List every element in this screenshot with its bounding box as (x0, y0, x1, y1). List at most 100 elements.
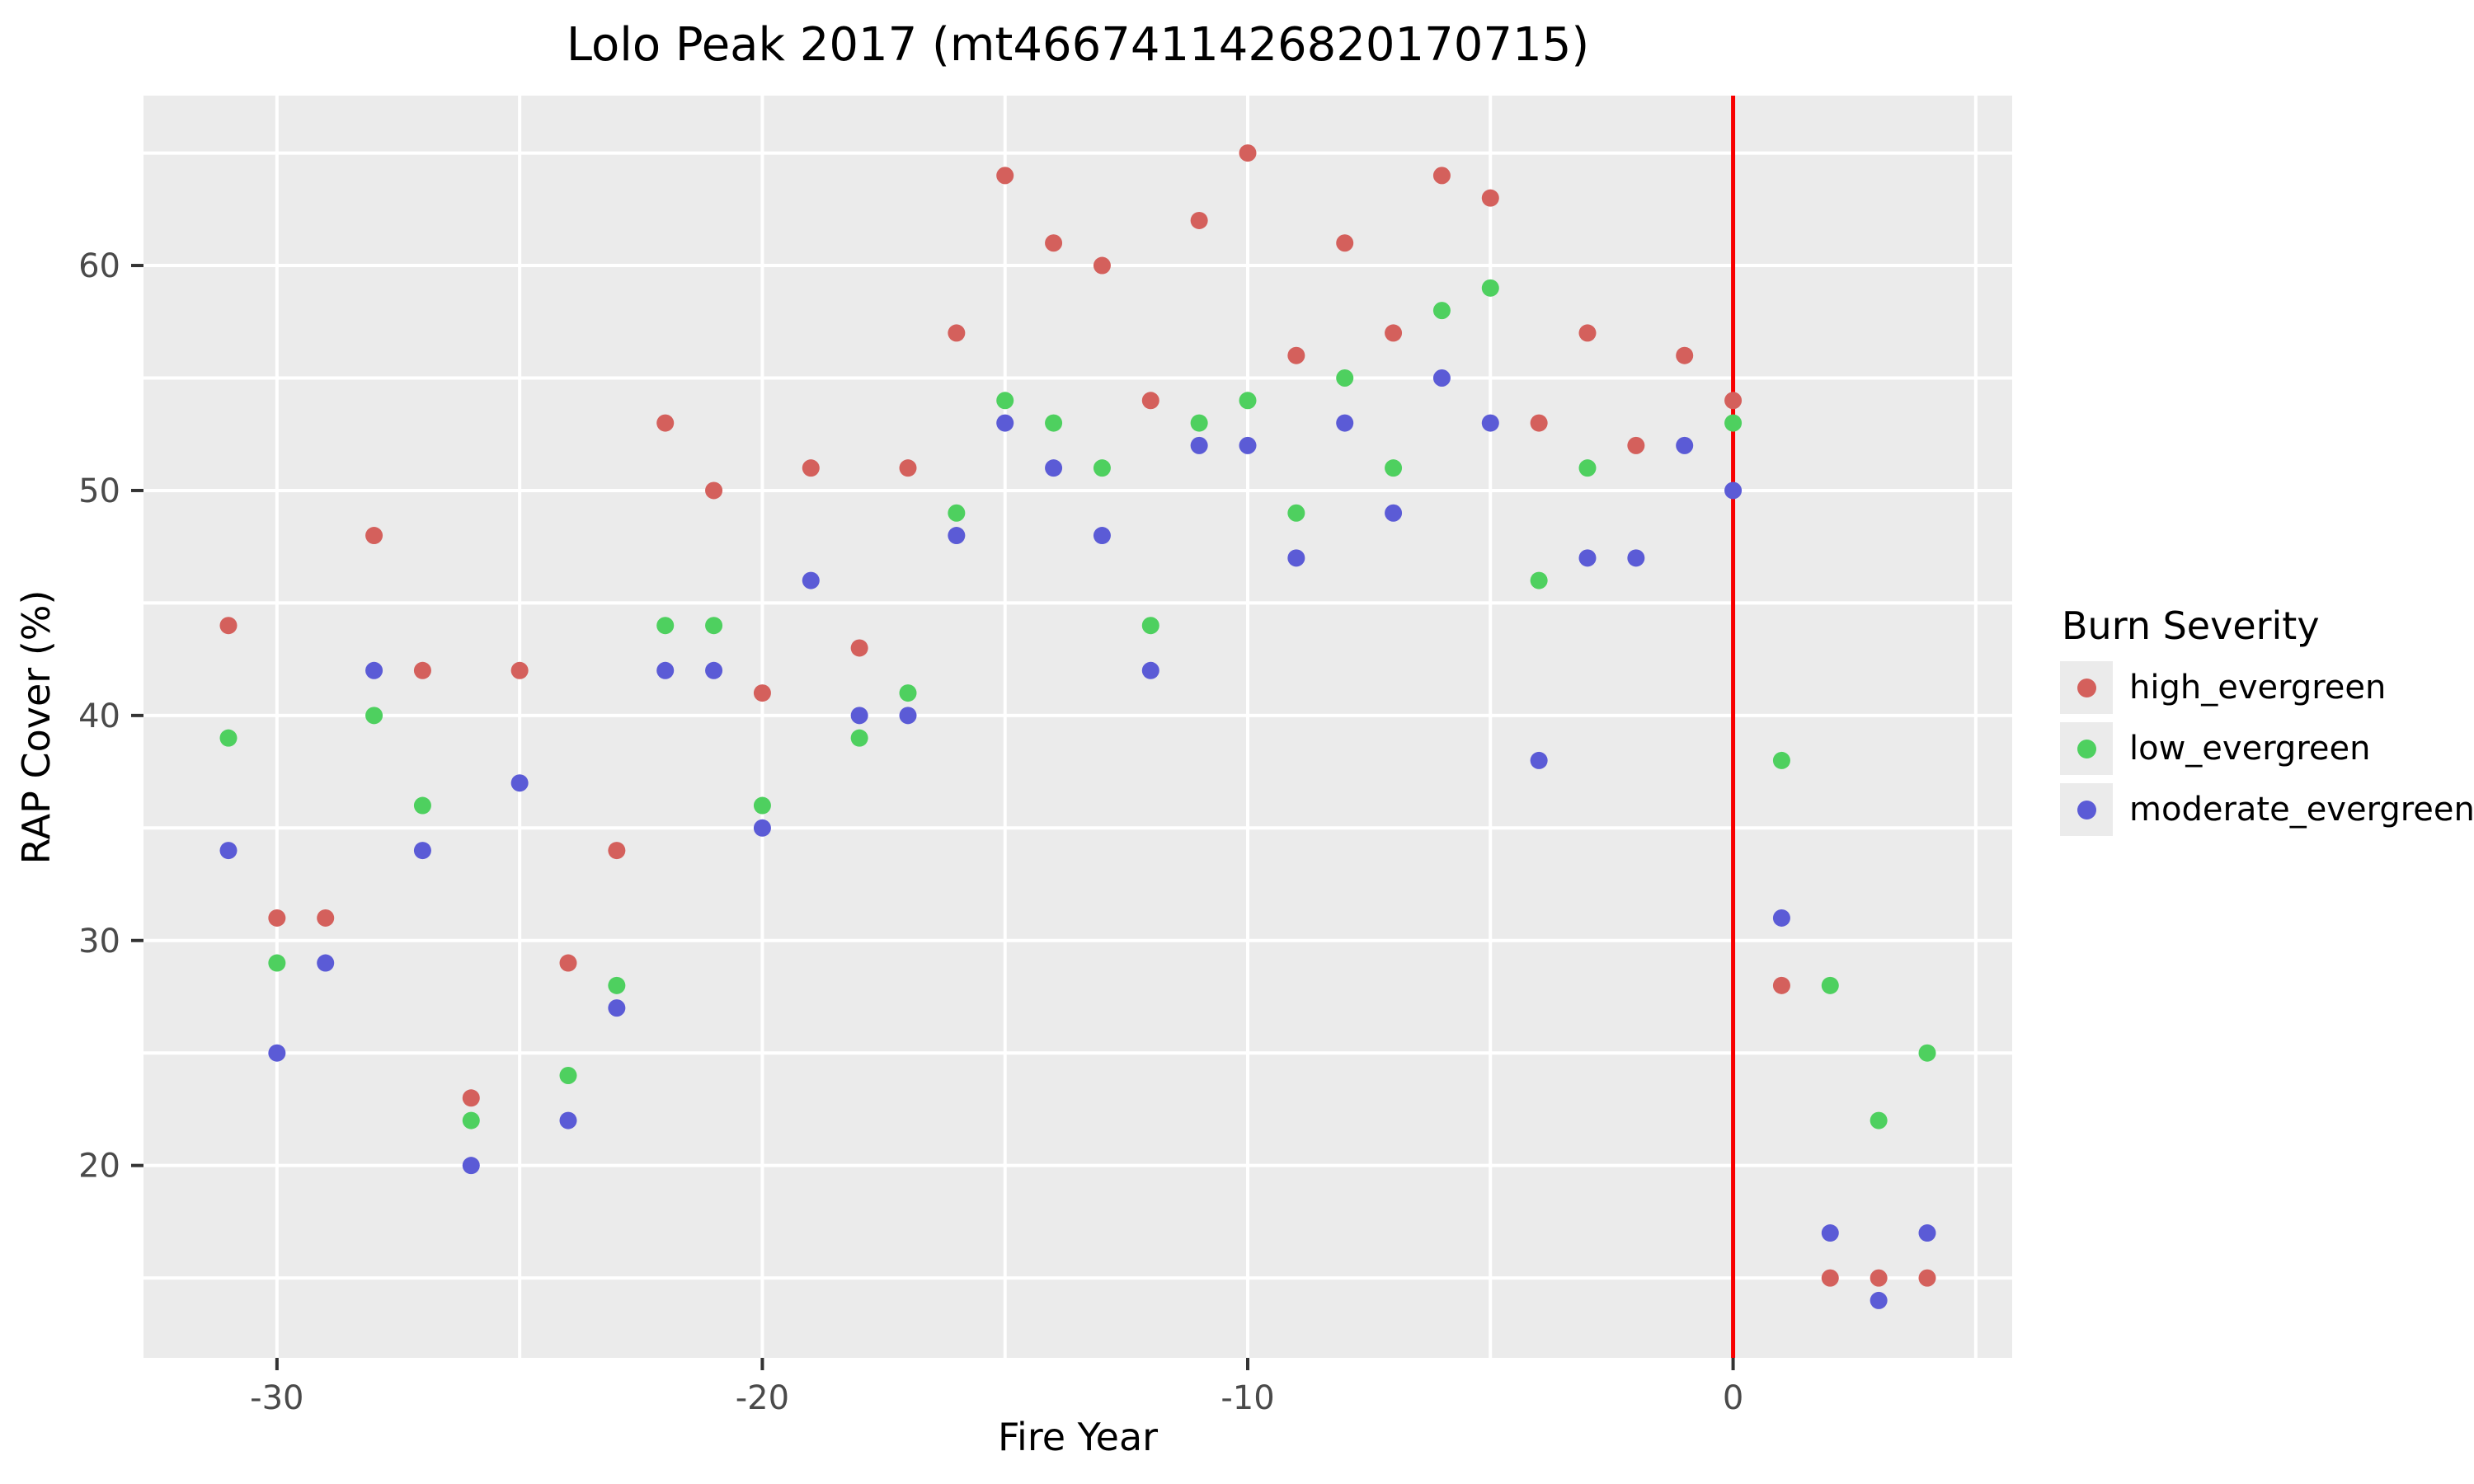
data-point-moderate_evergreen (268, 1044, 286, 1062)
data-point-high_evergreen (1239, 144, 1257, 162)
legend-swatch (2060, 661, 2113, 714)
high_evergreen-dot-icon (2077, 678, 2096, 697)
data-point-high_evergreen (268, 909, 286, 927)
data-point-moderate_evergreen (850, 707, 868, 725)
data-point-moderate_evergreen (1385, 504, 1403, 522)
data-point-low_evergreen (1287, 504, 1305, 522)
data-point-high_evergreen (1093, 256, 1111, 275)
y-tick-label: 20 (78, 1148, 120, 1186)
legend-item-label: low_evergreen (2129, 730, 2371, 768)
data-point-high_evergreen (705, 481, 723, 500)
data-point-low_evergreen (268, 954, 286, 972)
legend: Burn Severity high_evergreen low_evergree… (2060, 603, 2474, 844)
data-point-high_evergreen (1385, 324, 1403, 342)
data-point-high_evergreen (317, 909, 335, 927)
data-point-moderate_evergreen (608, 999, 626, 1017)
data-point-moderate_evergreen (948, 527, 966, 545)
data-point-low_evergreen (1385, 459, 1403, 477)
data-point-moderate_evergreen (996, 414, 1014, 432)
data-point-moderate_evergreen (462, 1157, 480, 1175)
data-point-high_evergreen (1045, 234, 1063, 252)
data-point-high_evergreen (510, 661, 529, 679)
data-point-moderate_evergreen (1093, 527, 1111, 545)
data-point-low_evergreen (1045, 414, 1063, 432)
plot-panel (143, 96, 2012, 1358)
legend-swatch (2060, 722, 2113, 775)
data-point-high_evergreen (1578, 324, 1597, 342)
data-point-high_evergreen (365, 527, 383, 545)
data-point-low_evergreen (656, 617, 675, 635)
data-point-low_evergreen (1336, 369, 1354, 387)
data-point-high_evergreen (1141, 392, 1159, 410)
data-point-moderate_evergreen (1045, 459, 1063, 477)
data-point-moderate_evergreen (899, 707, 917, 725)
y-tick-label: 60 (78, 247, 120, 285)
data-point-moderate_evergreen (1481, 414, 1499, 432)
data-point-moderate_evergreen (365, 661, 383, 679)
legend-title: Burn Severity (2062, 603, 2320, 648)
data-point-high_evergreen (1432, 167, 1451, 185)
data-point-moderate_evergreen (753, 819, 771, 837)
data-point-moderate_evergreen (1239, 436, 1257, 454)
data-point-low_evergreen (462, 1111, 480, 1129)
data-point-high_evergreen (1336, 234, 1354, 252)
chart-title: Lolo Peak 2017 (mt4667411426820170715) (566, 18, 1590, 72)
data-point-moderate_evergreen (317, 954, 335, 972)
data-point-high_evergreen (559, 954, 577, 972)
data-point-low_evergreen (1190, 414, 1208, 432)
data-point-low_evergreen (413, 796, 431, 815)
data-point-high_evergreen (753, 684, 771, 702)
data-point-moderate_evergreen (705, 661, 723, 679)
data-point-moderate_evergreen (510, 774, 529, 792)
data-point-moderate_evergreen (1190, 436, 1208, 454)
data-point-high_evergreen (1530, 414, 1548, 432)
data-point-low_evergreen (1530, 571, 1548, 589)
data-point-high_evergreen (219, 617, 238, 635)
data-point-high_evergreen (1870, 1269, 1888, 1287)
data-point-high_evergreen (608, 842, 626, 860)
data-point-low_evergreen (559, 1067, 577, 1085)
data-point-high_evergreen (1481, 189, 1499, 207)
data-point-low_evergreen (1772, 751, 1790, 769)
data-point-high_evergreen (1821, 1269, 1839, 1287)
data-point-moderate_evergreen (1772, 909, 1790, 927)
data-point-low_evergreen (899, 684, 917, 702)
data-point-low_evergreen (996, 392, 1014, 410)
data-point-high_evergreen (1676, 346, 1694, 364)
data-point-high_evergreen (850, 639, 868, 657)
data-point-high_evergreen (1724, 392, 1743, 410)
data-point-low_evergreen (1481, 279, 1499, 297)
data-point-low_evergreen (1432, 302, 1451, 320)
data-point-low_evergreen (1821, 976, 1839, 994)
y-tick-label: 30 (78, 923, 120, 960)
data-point-moderate_evergreen (1676, 436, 1694, 454)
y-tick-label: 50 (78, 472, 120, 510)
data-point-moderate_evergreen (413, 842, 431, 860)
data-point-low_evergreen (365, 707, 383, 725)
data-point-high_evergreen (1772, 976, 1790, 994)
data-point-moderate_evergreen (1724, 481, 1743, 500)
data-point-moderate_evergreen (1578, 549, 1597, 567)
data-point-high_evergreen (1918, 1269, 1936, 1287)
data-point-moderate_evergreen (1627, 549, 1645, 567)
data-point-moderate_evergreen (1821, 1224, 1839, 1242)
legend-item-high_evergreen: high_evergreen (2060, 661, 2456, 714)
data-point-moderate_evergreen (1432, 369, 1451, 387)
x-tick-label: -30 (250, 1379, 303, 1417)
data-point-moderate_evergreen (219, 842, 238, 860)
data-point-high_evergreen (1190, 211, 1208, 229)
x-tick-label: -20 (736, 1379, 789, 1417)
data-point-moderate_evergreen (656, 661, 675, 679)
moderate_evergreen-dot-icon (2077, 800, 2096, 819)
data-point-high_evergreen (413, 661, 431, 679)
data-point-low_evergreen (1724, 414, 1743, 432)
data-point-high_evergreen (1287, 346, 1305, 364)
data-point-high_evergreen (802, 459, 820, 477)
data-point-moderate_evergreen (1870, 1291, 1888, 1309)
x-tick-label: 0 (1723, 1379, 1743, 1417)
data-point-low_evergreen (219, 729, 238, 747)
data-point-moderate_evergreen (1141, 661, 1159, 679)
legend-swatch (2060, 783, 2113, 836)
legend-item-label: moderate_evergreen (2129, 791, 2474, 829)
